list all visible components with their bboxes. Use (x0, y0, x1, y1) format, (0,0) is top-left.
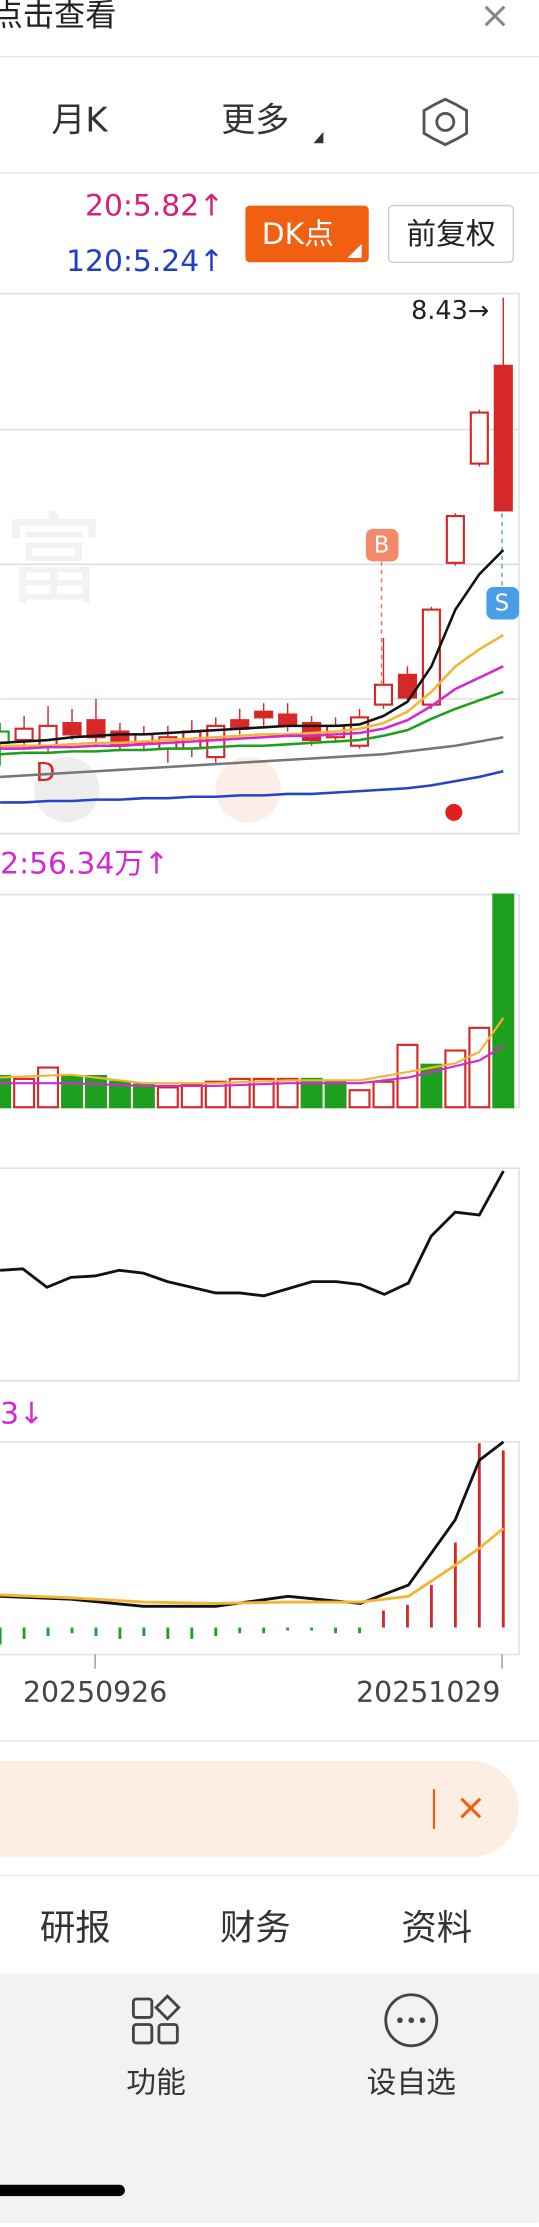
candle (493, 364, 513, 512)
high-label: 8.43→ (411, 296, 489, 326)
volume-bar (61, 1074, 83, 1109)
toolbar-bg (0, 1973, 539, 2223)
dk-button-label[interactable]: DK点 (262, 217, 334, 252)
tab[interactable]: 更多 (221, 100, 289, 140)
ma-line (0, 634, 504, 748)
toolbar-label[interactable]: 设自选 (367, 2066, 456, 2101)
volume-bar (180, 1083, 203, 1109)
watchlist-icon (384, 1993, 439, 2048)
volume-bar (156, 1086, 179, 1109)
dk-button[interactable] (245, 205, 369, 263)
candle (469, 411, 489, 465)
sell-marker (486, 586, 520, 620)
ma-line (0, 770, 504, 804)
volume-bar (468, 1026, 491, 1109)
dots (397, 2017, 426, 2024)
dk-icon (347, 243, 362, 259)
ma-line (0, 735, 504, 779)
dropdown-icon (313, 131, 324, 144)
tab[interactable]: 月K (51, 100, 109, 140)
candle (254, 710, 274, 719)
ma120-label: 120:5.24↑ (66, 244, 224, 279)
volume-ma (0, 1017, 505, 1085)
zoom-button[interactable] (215, 757, 281, 823)
macd-line (0, 1440, 505, 1608)
volume-bar (204, 1080, 227, 1109)
sell-label: S (495, 590, 509, 616)
volume-bar (84, 1074, 107, 1109)
volume-bar (13, 1077, 36, 1109)
date-label: 20251029 (356, 1676, 500, 1709)
volume-bar (420, 1063, 443, 1109)
signal-line (0, 1527, 505, 1605)
home-indicator (0, 2184, 125, 2197)
ma-line (0, 690, 504, 756)
bottom-tab[interactable]: 资料 (401, 1908, 472, 1949)
ma-line (0, 665, 504, 750)
candles (0, 297, 513, 766)
bottom-tab[interactable]: 研报 (40, 1908, 111, 1949)
watermark: 富 (4, 503, 103, 618)
volume-bars (0, 893, 515, 1109)
candle (373, 683, 394, 706)
volume-bar (300, 1077, 323, 1109)
candle (445, 514, 465, 564)
candle (397, 673, 418, 699)
volume-bar (372, 1080, 395, 1109)
volume-bar (492, 893, 515, 1109)
candle (62, 721, 82, 736)
volume-bar (276, 1077, 299, 1109)
adjust-button[interactable] (387, 204, 515, 263)
candle (38, 724, 58, 747)
indicator-line (0, 1170, 505, 1298)
search-bar[interactable] (0, 1760, 520, 1858)
volume-bar (324, 1080, 347, 1109)
buy-marker (365, 528, 399, 562)
volume-bar (252, 1077, 275, 1109)
date-label: 20250926 (23, 1676, 167, 1709)
volume-label: 2:56.34万↑ (0, 846, 169, 881)
volume-bar (132, 1083, 155, 1109)
macd-label: 3↓ (0, 1396, 44, 1431)
toolbar-label[interactable]: 功能 (126, 2066, 186, 2101)
volume-bar (108, 1080, 131, 1109)
search-close[interactable]: × (455, 1786, 486, 1829)
macd-bars (0, 1443, 505, 1645)
candle (278, 713, 298, 727)
buy-label: B (374, 532, 390, 558)
candle (14, 727, 34, 742)
settings-icon[interactable] (422, 97, 468, 147)
chart-frames (0, 292, 520, 1656)
title[interactable]: 点击查看 (0, 0, 116, 34)
close-button[interactable]: × (479, 0, 510, 37)
function-icon (131, 1994, 181, 2045)
ma20-label: 20:5.82↑ (85, 188, 224, 223)
bottom-tab[interactable]: 财务 (220, 1908, 291, 1949)
ma-line (0, 549, 505, 745)
volume-bar (37, 1066, 60, 1109)
volume-bar (0, 1074, 12, 1109)
adjust-label[interactable]: 前复权 (406, 217, 495, 252)
volume-bar (348, 1089, 371, 1109)
dot (445, 803, 463, 821)
volume-ma (0, 1045, 504, 1088)
candle (86, 719, 106, 739)
